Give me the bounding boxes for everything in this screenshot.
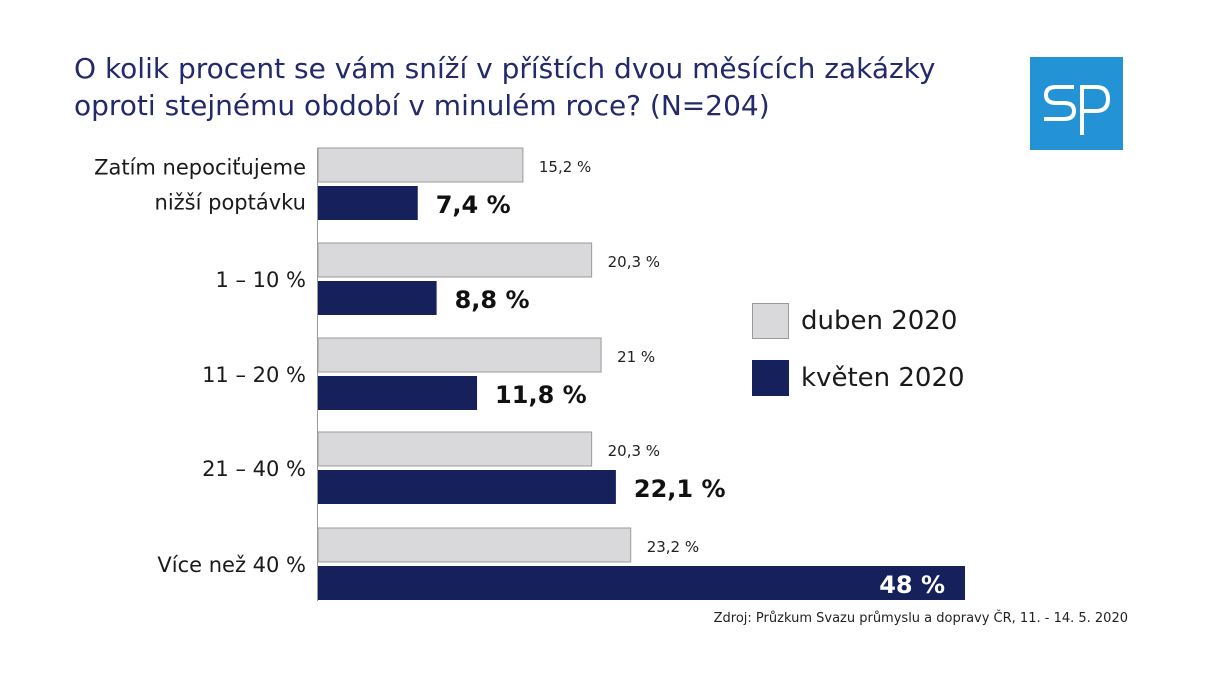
sp-logo	[1030, 57, 1123, 150]
bar-kveten-2	[318, 376, 478, 410]
bar-kveten-0	[318, 186, 418, 220]
bar-duben-1	[317, 242, 593, 278]
bar-duben-4	[317, 527, 632, 563]
value-label-duben-1: 20,3 %	[608, 253, 660, 271]
value-label-duben-0: 15,2 %	[539, 158, 591, 176]
legend-label-kveten: květen 2020	[801, 363, 965, 393]
sp-logo-mark	[1043, 85, 1111, 135]
category-label-0-0: Zatím nepociťujeme	[94, 156, 306, 180]
value-label-kveten-4: 48 %	[879, 571, 945, 599]
category-label-0-1: nižší poptávku	[155, 191, 306, 215]
source-note: Zdroj: Průzkum Svazu průmyslu a dopravy …	[713, 611, 1128, 626]
chart-title-line-2: oproti stejnému období v minulém roce? (…	[74, 89, 770, 122]
legend-label-duben: duben 2020	[801, 306, 958, 336]
bar-duben-3	[317, 431, 593, 467]
legend-swatch-kveten	[752, 360, 789, 396]
category-label-3-0: 21 – 40 %	[202, 457, 306, 481]
chart-title: O kolik procent se vám sníží v příštích …	[74, 50, 1004, 124]
category-label-1-0: 1 – 10 %	[215, 268, 306, 292]
category-label-2-0: 11 – 20 %	[202, 363, 306, 387]
value-label-kveten-3: 22,1 %	[634, 475, 726, 503]
bar-duben-0	[317, 147, 524, 183]
bar-kveten-1	[318, 281, 437, 315]
legend-swatch-duben	[752, 303, 789, 339]
value-label-kveten-0: 7,4 %	[436, 191, 511, 219]
bar-kveten-4	[318, 566, 965, 600]
bar-duben-2	[317, 337, 602, 373]
value-label-kveten-2: 11,8 %	[495, 381, 587, 409]
value-label-duben-4: 23,2 %	[647, 538, 699, 556]
value-label-duben-2: 21 %	[617, 348, 655, 366]
category-label-4-0: Více než 40 %	[157, 553, 306, 577]
bar-kveten-3	[318, 470, 616, 504]
value-label-duben-3: 20,3 %	[608, 442, 660, 460]
value-label-kveten-1: 8,8 %	[455, 286, 530, 314]
chart-title-line-1: O kolik procent se vám sníží v příštích …	[74, 52, 936, 85]
